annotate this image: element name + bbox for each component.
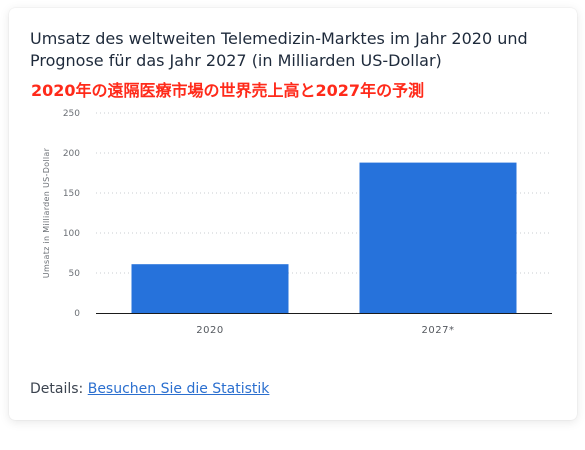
y-tick-label: 0 bbox=[74, 309, 80, 319]
statistic-link[interactable]: Besuchen Sie die Statistik bbox=[87, 381, 270, 397]
bar-2027[interactable] bbox=[359, 162, 517, 313]
japanese-annotation: 2020年の遠隔医療市場の世界売上高と2027年の予測 bbox=[31, 81, 425, 100]
bar-2020[interactable] bbox=[131, 264, 289, 313]
details-row: Details: Besuchen Sie die Statistik bbox=[30, 381, 269, 397]
y-axis-ticks: 0 50 100 150 200 250 bbox=[63, 109, 80, 319]
y-tick-label: 200 bbox=[63, 149, 80, 159]
y-tick-label: 250 bbox=[63, 109, 80, 119]
bars bbox=[131, 162, 517, 313]
x-tick-label: 2027* bbox=[422, 325, 455, 336]
chart-title: Umsatz des weltweiten Telemedizin-Markte… bbox=[30, 29, 528, 70]
x-axis-ticks: 2020 2027* bbox=[196, 325, 454, 336]
y-tick-label: 100 bbox=[63, 229, 80, 239]
y-axis-label: Umsatz in Milliarden US-Dollar bbox=[42, 147, 51, 278]
x-tick-label: 2020 bbox=[196, 325, 223, 336]
chart-card: Umsatz des weltweiten Telemedizin-Markte… bbox=[9, 8, 577, 420]
y-tick-label: 150 bbox=[63, 189, 80, 199]
y-tick-label: 50 bbox=[69, 269, 81, 279]
details-label: Details: bbox=[30, 381, 84, 397]
bar-chart: 0 50 100 150 200 250 2020 2027* Umsatz in Mill… bbox=[42, 109, 552, 336]
